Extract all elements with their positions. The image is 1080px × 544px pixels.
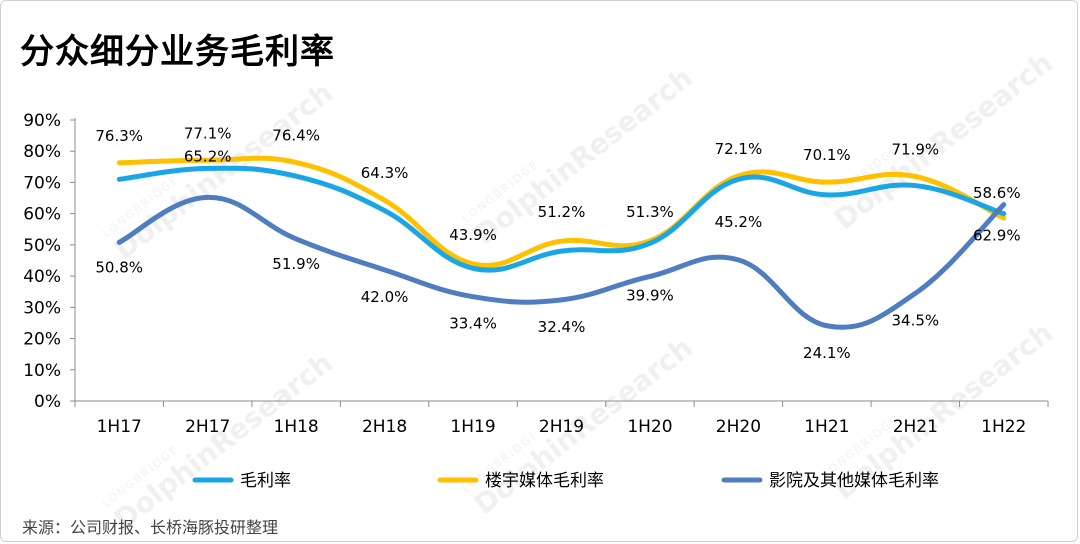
data-label: 51.3% [626,203,674,221]
y-tick-label: 50% [23,236,61,256]
data-label: 77.1% [184,124,232,142]
y-tick-label: 20% [23,330,61,350]
legend-label: 毛利率 [240,471,291,491]
data-label: 39.9% [626,286,674,304]
data-label: 64.3% [361,164,409,182]
x-tick-label: 2H21 [893,417,938,437]
y-tick-label: 80% [23,142,61,162]
x-tick-label: 2H20 [716,417,761,437]
x-tick-label: 1H18 [274,417,319,437]
x-tick-label: 2H19 [539,417,584,437]
source-note: 来源：公司财报、长桥海豚投研整理 [22,518,279,537]
x-tick-label: 2H18 [362,417,407,437]
x-tick-label: 1H20 [627,417,672,437]
data-label: 51.2% [538,203,586,221]
data-label: 65.2% [184,147,232,165]
data-label: 51.9% [272,255,320,273]
data-label: 62.9% [973,227,1021,245]
x-tick-label: 2H17 [185,417,230,437]
x-tick-label: 1H21 [804,417,849,437]
x-tick-label: 1H19 [450,417,495,437]
y-tick-label: 90% [23,111,61,131]
y-tick-label: 0% [34,392,61,412]
y-tick-label: 40% [23,267,61,287]
chart-title: 分众细分业务毛利率 [20,32,335,72]
data-label: 34.5% [891,311,939,329]
x-tick-label: 1H17 [97,417,142,437]
legend-label: 楼宇媒体毛利率 [485,471,604,491]
data-label: 76.4% [272,126,320,144]
x-tick-label: 1H22 [981,417,1026,437]
data-label: 71.9% [891,141,939,159]
data-label: 32.4% [538,318,586,336]
series-line-2 [116,194,1007,330]
y-tick-label: 30% [23,298,61,318]
y-tick-label: 10% [23,361,61,381]
data-label: 50.8% [95,258,143,276]
data-label: 58.6% [973,184,1021,202]
legend-label: 影院及其他媒体毛利率 [769,471,939,491]
data-label: 70.1% [803,146,851,164]
data-label: 72.1% [715,140,763,158]
data-label: 24.1% [803,344,851,362]
y-tick-label: 60% [23,205,61,225]
data-label: 45.2% [715,213,763,231]
data-label: 43.9% [449,226,497,244]
y-tick-label: 70% [23,173,61,193]
data-label: 42.0% [361,288,409,306]
data-label: 76.3% [95,127,143,145]
data-label: 33.4% [449,315,497,333]
